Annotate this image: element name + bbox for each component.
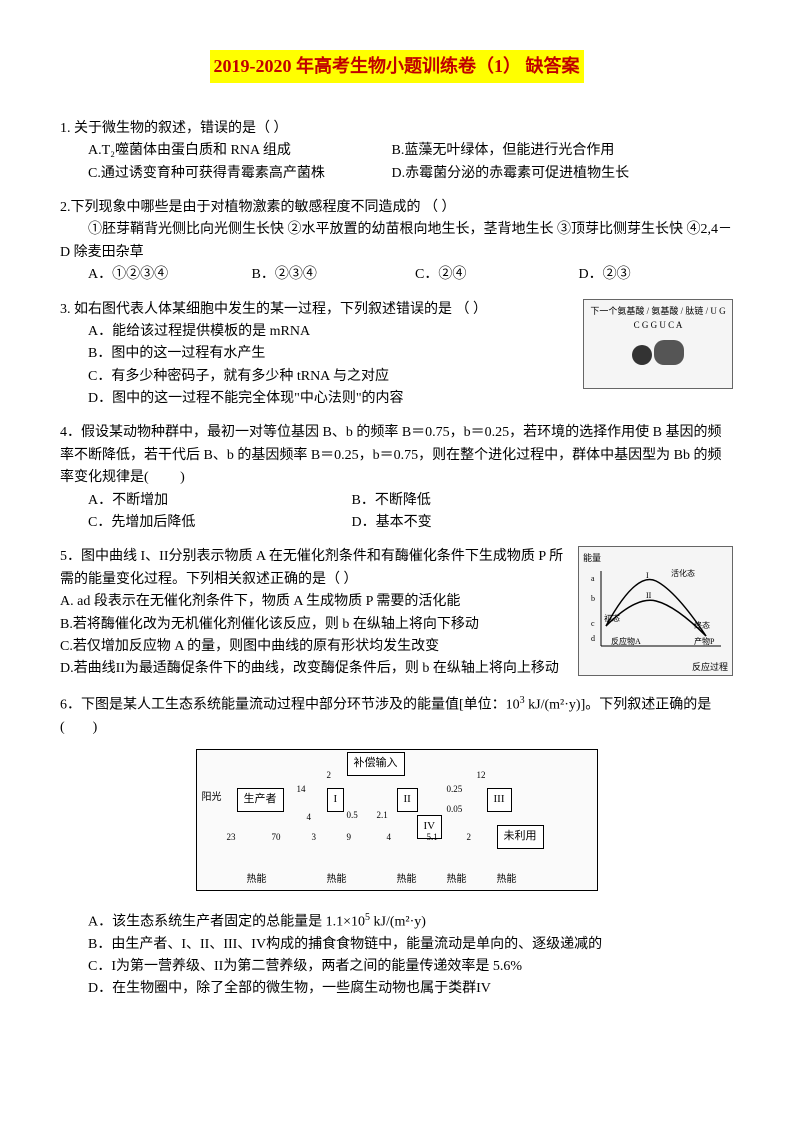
val-70: 70 [272, 830, 281, 844]
q4-option-c: C．先增加后降低 [88, 512, 348, 534]
flow-unused: 未利用 [497, 825, 544, 849]
flow-heat2: 热能 [327, 872, 347, 888]
val-2b: 2 [467, 830, 472, 844]
svg-text:活化态: 活化态 [671, 568, 695, 578]
q1-stem: 1. 关于微生物的叙述，错误的是（ ） [60, 118, 733, 140]
q1-option-d: D.赤霉菌分泌的赤霉素可促进植物生长 [392, 166, 630, 181]
svg-text:d: d [591, 634, 595, 643]
q6-option-d: D．在生物圈中，除了全部的微生物，一些腐生动物也属于类群IV [88, 978, 733, 1000]
q4-option-b: B．不断降低 [352, 493, 431, 508]
q3-diagram: 下一个氨基酸 / 氨基酸 / 肽链 / U G C G G U C A [583, 299, 733, 389]
svg-text:反应物A: 反应物A [611, 636, 641, 646]
val-005: 0.05 [447, 802, 463, 816]
question-3: 下一个氨基酸 / 氨基酸 / 肽链 / U G C G G U C A 3. 如… [60, 299, 733, 411]
page-title: 2019-2020 年高考生物小题训练卷（1） 缺答案 [210, 50, 584, 83]
q1-option-b: B.蓝藻无叶绿体，但能进行光合作用 [392, 143, 615, 158]
svg-text:c: c [591, 619, 595, 628]
q6-stem: 6．下图是某人工生态系统能量流动过程中部分环节涉及的能量值[单位：103 kJ/… [60, 693, 733, 739]
q2-option-d: D．②③ [579, 264, 631, 286]
q6-option-b: B．由生产者、I、II、III、IV构成的捕食食物链中，能量流动是单向的、逐级递… [88, 934, 733, 956]
q5-chart-svg: a b c d I II 活化态 初态 反应物A 终态 产物P [586, 566, 726, 656]
q6-option-a: A．该生态系统生产者固定的总能量是 1.1×105 kJ/(m²·y) [88, 910, 733, 934]
flow-i: I [327, 788, 345, 812]
svg-text:II: II [646, 591, 652, 600]
q2-stem: 2.下列现象中哪些是由于对植物激素的敏感程度不同造成的 （ ） [60, 197, 733, 219]
val-14: 14 [297, 782, 306, 796]
val-4b: 4 [387, 830, 392, 844]
q4-option-a: A．不断增加 [88, 490, 348, 512]
q1-option-c: C.通过诱变育种可获得青霉素高产菌株 [88, 163, 388, 185]
q6-option-c: C．I为第一营养级、II为第二营养级，两者之间的能量传递效率是 5.6% [88, 956, 733, 978]
svg-text:终态: 终态 [694, 620, 710, 630]
svg-text:b: b [591, 594, 595, 603]
q2-option-b: B．②③④ [252, 264, 372, 286]
flow-producer: 生产者 [237, 788, 284, 812]
flow-ii: II [397, 788, 418, 812]
val-12: 12 [477, 768, 486, 782]
flow-heat1: 热能 [247, 872, 267, 888]
q3-option-d: D．图中的这一过程不能完全体现"中心法则"的内容 [88, 388, 733, 410]
flow-iii: III [487, 788, 512, 812]
flow-supplement: 补偿输入 [347, 752, 405, 776]
flow-heat3: 热能 [397, 872, 417, 888]
q3-diagram-label: 下一个氨基酸 / 氨基酸 / 肽链 / U G C G G U C A [588, 304, 728, 333]
svg-text:a: a [591, 574, 595, 583]
val-23: 23 [227, 830, 236, 844]
q6-stem-pre: 6．下图是某人工生态系统能量流动过程中部分环节涉及的能量值[单位：10 [60, 697, 520, 712]
q2-option-a: A．①②③④ [88, 264, 208, 286]
svg-text:初态: 初态 [604, 613, 620, 623]
question-2: 2.下列现象中哪些是由于对植物激素的敏感程度不同造成的 （ ） ①胚芽鞘背光侧比… [60, 197, 733, 287]
val-51: 5.1 [427, 830, 438, 844]
val-21: 2.1 [377, 808, 388, 822]
q6-diagram: 补偿输入 阳光 生产者 I II III IV 未利用 热能 热能 热能 热能 … [196, 749, 598, 891]
val-3: 3 [312, 830, 317, 844]
val-4: 4 [307, 810, 312, 824]
val-9: 9 [347, 830, 352, 844]
question-4: 4．假设某动物种群中，最初一对等位基因 B、b 的频率 B＝0.75，b＝0.2… [60, 422, 733, 534]
flow-heat4: 热能 [447, 872, 467, 888]
q2-option-c: C．②④ [415, 264, 535, 286]
flow-heat5: 热能 [497, 872, 517, 888]
svg-text:I: I [646, 571, 649, 580]
q2-subitems: ①胚芽鞘背光侧比向光侧生长快 ②水平放置的幼苗根向地生长，茎背地生长 ③顶芽比侧… [60, 219, 733, 264]
val-2: 2 [327, 768, 332, 782]
val-025: 0.25 [447, 782, 463, 796]
q4-stem: 4．假设某动物种群中，最初一对等位基因 B、b 的频率 B＝0.75，b＝0.2… [60, 422, 733, 489]
flow-sunlight: 阳光 [202, 790, 222, 806]
q5-diagram: 能量 a b c d I II 活化态 初态 反应物A 终态 产物P 反应过程 [578, 546, 733, 676]
q6-opta-post: kJ/(m²·y) [370, 914, 426, 929]
question-6: 6．下图是某人工生态系统能量流动过程中部分环节涉及的能量值[单位：10 3 kJ/… [60, 693, 733, 1001]
question-5: 能量 a b c d I II 活化态 初态 反应物A 终态 产物P 反应过程 … [60, 546, 733, 680]
val-05: 0.5 [347, 808, 358, 822]
q4-option-d: D．基本不变 [352, 515, 432, 530]
q6-opta-pre: A．该生态系统生产者固定的总能量是 1.1×10 [88, 914, 365, 929]
svg-text:产物P: 产物P [694, 636, 715, 646]
question-1: 1. 关于微生物的叙述，错误的是（ ） A.T₂噬菌体由蛋白质和 RNA 组成 … [60, 118, 733, 185]
q1-option-a: A.T₂噬菌体由蛋白质和 RNA 组成 [88, 140, 388, 162]
